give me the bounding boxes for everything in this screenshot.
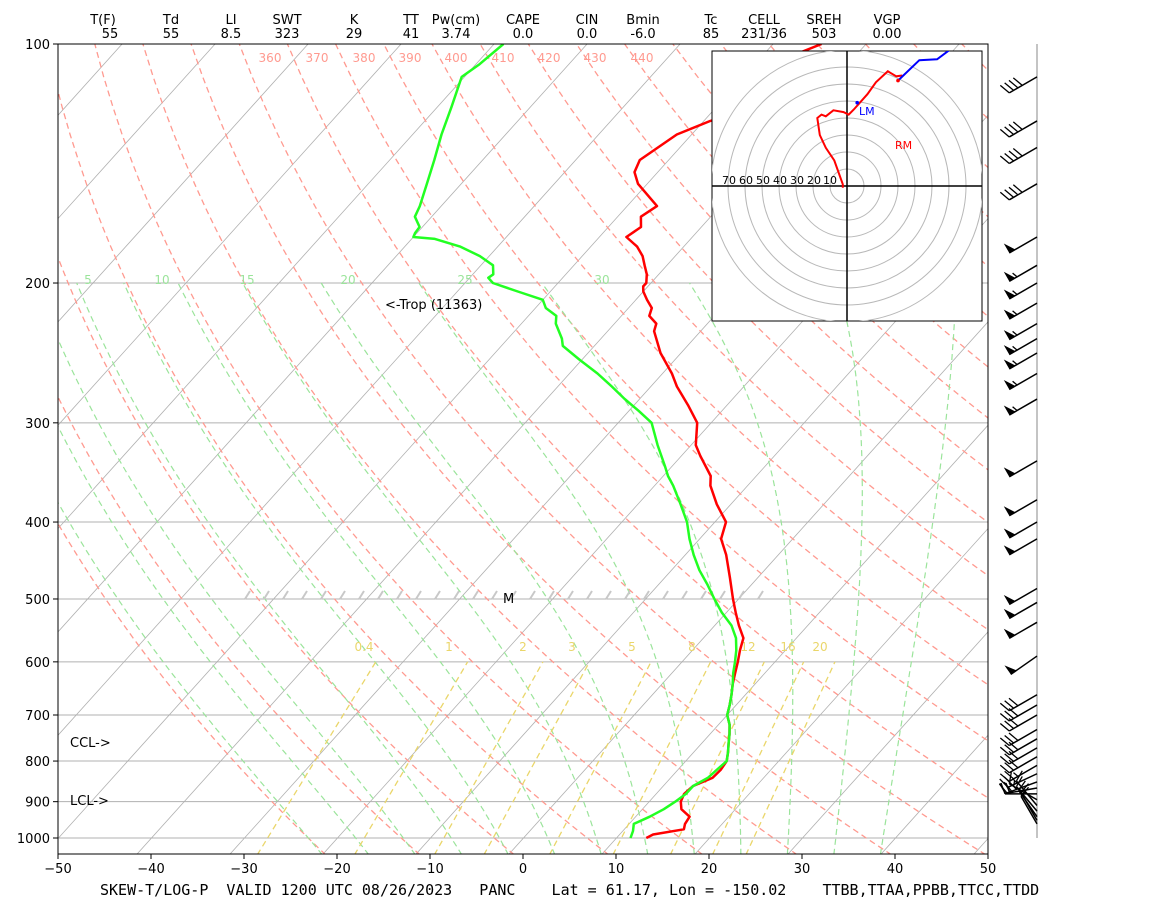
theta-label: 370	[306, 51, 329, 65]
header-label: Bmin	[626, 13, 659, 28]
header-value: 41	[403, 27, 420, 42]
ccl-label: CCL->	[70, 736, 111, 751]
x-tick-label: −30	[230, 862, 257, 877]
hodograph-ring-label: 20	[807, 174, 821, 187]
header-value: 503	[812, 27, 837, 42]
mixing-label: 3	[568, 640, 576, 654]
y-tick-label: 400	[25, 516, 50, 531]
y-tick-label: 300	[25, 417, 50, 432]
mixing-label: 1	[445, 640, 453, 654]
header-label: SWT	[272, 13, 301, 28]
header-value: 231/36	[741, 27, 787, 42]
header-label: Td	[162, 13, 179, 28]
hodograph-lm-point	[855, 101, 859, 105]
header-value: 55	[163, 27, 180, 42]
theta-label: 360	[259, 51, 282, 65]
lcl-label: LCL->	[70, 794, 109, 809]
theta-label: 410	[492, 51, 515, 65]
theta-label: 400	[445, 51, 468, 65]
y-tick-label: 700	[25, 709, 50, 724]
y-tick-label: 600	[25, 656, 50, 671]
trop-label: <-Trop (11363)	[385, 298, 482, 313]
x-tick-label: 30	[794, 862, 811, 877]
y-tick-label: 100	[25, 38, 50, 53]
hodograph-ring-label: 60	[739, 174, 753, 187]
header-label: TT	[402, 13, 419, 28]
header-label: SREH	[806, 13, 841, 28]
x-tick-label: −40	[137, 862, 164, 877]
hodograph-rm-point	[896, 79, 900, 83]
hodograph-ring-label: 30	[790, 174, 804, 187]
header-value: 0.0	[513, 27, 534, 42]
mixing-label: 2	[519, 640, 527, 654]
hodograph-rm-label: RM	[895, 139, 912, 152]
mixing-label: 0.4	[354, 640, 373, 654]
x-tick-label: −10	[416, 862, 443, 877]
header-value: 0.00	[873, 27, 902, 42]
mixing-label: 5	[628, 640, 636, 654]
mixing-label: 8	[688, 640, 696, 654]
header-value: 29	[346, 27, 363, 42]
footer-caption: SKEW-T/LOG-P VALID 1200 UTC 08/26/2023 P…	[100, 881, 1039, 899]
theta-label: 390	[399, 51, 422, 65]
mixing-label: 20	[812, 640, 827, 654]
header-value: 55	[102, 27, 119, 42]
x-tick-label: 0	[519, 862, 527, 877]
x-tick-label: 40	[887, 862, 904, 877]
hodograph-ring-label: 70	[722, 174, 736, 187]
hodograph-ring-label: 40	[773, 174, 787, 187]
header-value: 0.0	[577, 27, 598, 42]
hodograph-ring-label: 50	[756, 174, 770, 187]
theta-label: 380	[353, 51, 376, 65]
mixing-label: 16	[780, 640, 795, 654]
x-tick-label: −50	[44, 862, 71, 877]
y-tick-label: 500	[25, 593, 50, 608]
theta-label: 440	[631, 51, 654, 65]
hodograph-ring-label: 10	[823, 174, 837, 187]
hodograph-lm-label: LM	[859, 105, 875, 118]
mpl-label: M	[503, 592, 514, 607]
moist-label: 25	[457, 273, 472, 287]
moist-label: 15	[239, 273, 254, 287]
theta-label: 420	[538, 51, 561, 65]
header-label: CELL	[748, 13, 781, 28]
header-label: CIN	[576, 13, 599, 28]
header-label: Pw(cm)	[432, 13, 480, 28]
theta-label: 430	[584, 51, 607, 65]
x-tick-label: 50	[980, 862, 997, 877]
header-value: 8.5	[221, 27, 242, 42]
header-value: 323	[275, 27, 300, 42]
header-label: LI	[225, 13, 236, 28]
header-label: VGP	[874, 13, 901, 28]
y-tick-label: 900	[25, 796, 50, 811]
y-tick-label: 1000	[17, 832, 50, 847]
x-tick-label: 10	[608, 862, 625, 877]
moist-label: 30	[594, 273, 609, 287]
y-tick-label: 800	[25, 755, 50, 770]
header-label: K	[350, 13, 359, 28]
moist-label: 10	[154, 273, 169, 287]
header-label: T(F)	[89, 13, 116, 28]
header-label: CAPE	[506, 13, 540, 28]
x-tick-label: −20	[323, 862, 350, 877]
header-value: 3.74	[442, 27, 471, 42]
moist-label: 5	[84, 273, 92, 287]
y-tick-label: 200	[25, 277, 50, 292]
header-value: -6.0	[630, 27, 655, 42]
header-label: Tc	[704, 13, 718, 28]
x-tick-label: 20	[701, 862, 718, 877]
moist-label: 20	[340, 273, 355, 287]
header-value: 85	[703, 27, 720, 42]
